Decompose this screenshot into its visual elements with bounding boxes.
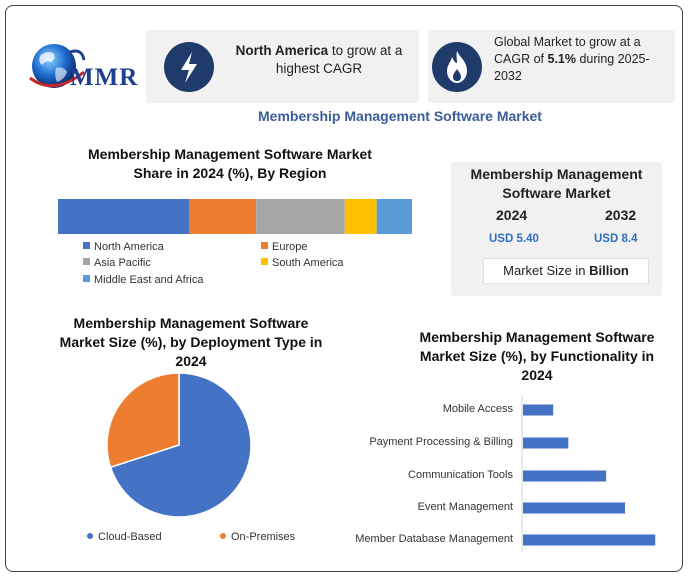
category-label-payment-processing-billing: Payment Processing & Billing — [369, 436, 513, 448]
value-start: USD 5.40 — [489, 233, 539, 245]
region-chart-title: Membership Management Software Market Sh… — [88, 146, 372, 181]
bar-event-management — [523, 502, 625, 514]
legend-swatch — [83, 275, 90, 282]
north-america-cagr-card: North America to grow at a highest CAGR — [146, 30, 419, 103]
legend-label: Cloud-Based — [98, 531, 162, 543]
legend-label: Asia Pacific — [94, 257, 151, 269]
card2-post: during 2025-2032 — [494, 52, 650, 83]
category-label-member-database-management: Member Database Management — [355, 533, 513, 545]
bar-communication-tools — [523, 470, 607, 482]
region-bar-south-america — [344, 199, 377, 234]
region-bar-north-america — [58, 199, 189, 234]
legend-swatch — [87, 533, 93, 539]
functionality-chart-title: Membership Management Software Market Si… — [419, 329, 655, 383]
legend-item-middle-east-and-africa: Middle East and Africa — [83, 274, 203, 286]
legend-label: Europe — [272, 241, 308, 253]
card1-text: North America to grow at a highest CAGR — [226, 42, 412, 78]
legend-item-asia-pacific: Asia Pacific — [83, 257, 151, 269]
infographic-frame — [5, 5, 683, 572]
legend-swatch — [261, 242, 268, 249]
lightning-bolt-icon — [164, 42, 214, 92]
region-bar-asia-pacific — [256, 199, 345, 234]
logo-text: MMR — [70, 64, 139, 91]
main-title: Membership Management Software Market — [258, 108, 542, 124]
category-label-event-management: Event Management — [417, 501, 513, 513]
card2-bold: 5.1% — [547, 52, 577, 66]
region-bar-middle-east-and-africa — [376, 199, 412, 234]
bar-payment-processing-billing — [523, 437, 569, 449]
category-label-mobile-access: Mobile Access — [442, 403, 513, 415]
legend-item-south-america: South America — [261, 257, 344, 269]
flame-icon — [432, 42, 482, 92]
legend-swatch — [83, 242, 90, 249]
legend-label: North America — [94, 241, 164, 253]
deployment-pie-chart — [106, 373, 252, 518]
legend-item-north-america: North America — [83, 241, 164, 253]
legend-item-on-premises: On-Premises — [220, 531, 295, 543]
category-label-communication-tools: Communication Tools — [408, 469, 513, 481]
legend-item-europe: Europe — [261, 241, 307, 253]
card2-pre: Global Market to grow at a CAGR of — [494, 35, 641, 66]
market-size-title: Membership Management Software Market — [470, 166, 643, 201]
unit-bold: Billion — [589, 263, 629, 278]
market-size-unit: Market Size in Billion — [483, 258, 649, 284]
bar-member-database-management — [523, 534, 656, 546]
mmr-logo — [29, 44, 86, 88]
legend-item-cloud-based: Cloud-Based — [87, 531, 162, 543]
legend-label: South America — [272, 257, 344, 269]
bar-mobile-access — [523, 404, 554, 416]
pie-slice-cloud-based — [109, 373, 252, 518]
year-start: 2024 — [496, 207, 528, 223]
region-bar-europe — [188, 199, 257, 234]
legend-label: Middle East and Africa — [94, 274, 204, 286]
deployment-chart-title: Membership Management Software Market Si… — [59, 315, 323, 369]
value-end: USD 8.4 — [594, 233, 638, 245]
card2-text: Global Market to grow at a CAGR of 5.1% … — [494, 34, 674, 85]
legend-swatch — [83, 258, 90, 265]
pie-slice-on-premises — [106, 373, 180, 469]
legend-swatch — [261, 258, 268, 265]
card1-bold: North America — [235, 43, 329, 58]
unit-prefix: Market Size in — [503, 263, 590, 278]
market-size-card: Membership Management Software Market 20… — [451, 162, 662, 296]
global-cagr-card: Global Market to grow at a CAGR of 5.1% … — [428, 30, 675, 103]
year-end: 2032 — [605, 207, 637, 223]
legend-label: On-Premises — [231, 531, 296, 543]
card1-rest: to grow at a highest CAGR — [275, 43, 403, 76]
legend-swatch — [220, 533, 226, 539]
